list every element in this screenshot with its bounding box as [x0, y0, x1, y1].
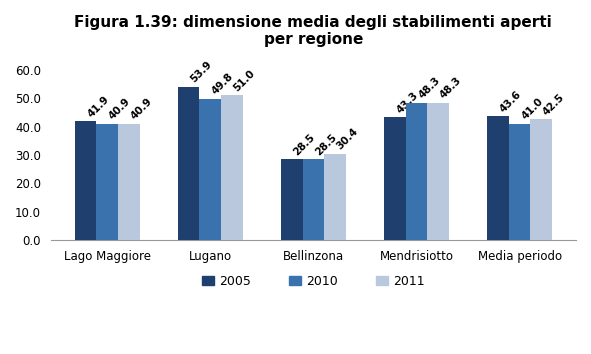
Bar	[178, 87, 199, 240]
Text: 43.3: 43.3	[395, 90, 420, 115]
Bar	[509, 124, 531, 240]
Bar	[74, 121, 96, 240]
Title: Figura 1.39: dimensione media degli stabilimenti aperti
per regione: Figura 1.39: dimensione media degli stab…	[74, 15, 552, 47]
Bar	[303, 159, 324, 240]
Text: 51.0: 51.0	[232, 68, 257, 93]
Bar	[199, 99, 221, 240]
Bar	[118, 124, 139, 240]
Bar	[427, 103, 449, 240]
Legend: 2005, 2010, 2011: 2005, 2010, 2011	[197, 270, 430, 293]
Text: 48.3: 48.3	[417, 75, 442, 101]
Text: 53.9: 53.9	[189, 59, 214, 85]
Bar	[221, 95, 243, 240]
Bar	[96, 124, 118, 240]
Text: 43.6: 43.6	[498, 89, 524, 114]
Text: 28.5: 28.5	[292, 132, 317, 157]
Text: 41.0: 41.0	[519, 96, 545, 121]
Bar	[487, 116, 509, 240]
Bar	[384, 117, 405, 240]
Text: 49.8: 49.8	[210, 71, 235, 96]
Text: 30.4: 30.4	[335, 126, 361, 152]
Text: 42.5: 42.5	[541, 92, 567, 117]
Text: 28.5: 28.5	[313, 132, 339, 157]
Text: 41.9: 41.9	[86, 94, 111, 119]
Bar	[324, 154, 346, 240]
Text: 48.3: 48.3	[438, 75, 463, 101]
Text: 40.9: 40.9	[107, 97, 132, 122]
Bar	[405, 103, 427, 240]
Bar	[531, 120, 552, 240]
Text: 40.9: 40.9	[129, 97, 154, 122]
Bar	[281, 159, 303, 240]
